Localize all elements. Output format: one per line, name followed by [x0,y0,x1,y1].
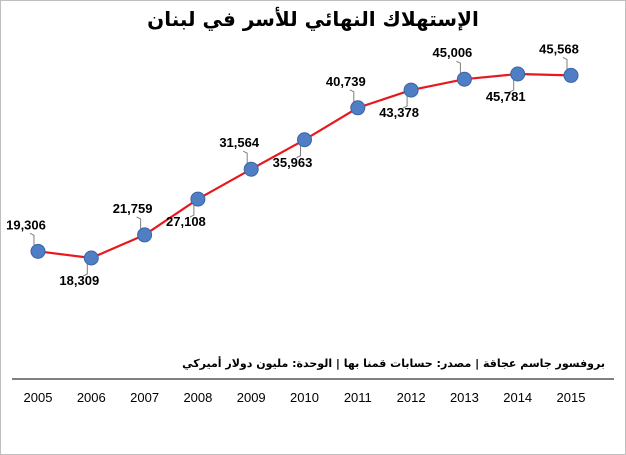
x-tick-label: 2010 [290,390,319,405]
x-tick-label: 2012 [397,390,426,405]
leader-line [456,60,461,74]
chart-title: الإستهلاك النهائي للأسر في لبنان [147,7,479,31]
x-tick-label: 2009 [237,390,266,405]
data-point [563,67,579,83]
data-point [83,250,99,266]
data-point [243,161,259,177]
leader-line [83,264,88,277]
data-label: 21,759 [113,201,153,216]
data-label: 45,568 [539,41,579,56]
data-point [297,132,312,148]
leader-line [242,150,248,164]
x-tick-label: 2007 [130,390,159,405]
data-label: 19,306 [6,217,46,232]
data-label: 45,781 [486,89,526,104]
data-point [350,100,366,116]
chart-caption: بروفسور جاسم عجاقة | مصدر: حسابات قمنا ب… [182,357,605,370]
data-label: 31,564 [219,135,260,150]
data-label: 18,309 [59,273,99,288]
data-point [510,66,526,82]
x-tick-label: 2005 [24,390,53,405]
data-point [456,71,472,87]
x-tick-label: 2011 [344,390,372,405]
data-point [30,243,46,259]
data-label: 27,108 [166,214,206,229]
data-point [403,82,419,98]
leader-line [562,56,568,70]
leader-line [189,205,195,218]
leader-line [509,80,515,93]
data-label: 45,006 [433,45,473,60]
leader-line [296,145,301,159]
x-tick-label: 2015 [557,390,586,405]
x-tick-label: 2013 [450,390,479,405]
leader-line [349,89,355,102]
data-label: 35,963 [273,155,313,170]
data-label: 40,739 [326,74,366,89]
data-point [137,227,153,243]
data-label: 43,378 [379,105,419,120]
leader-line [136,216,142,229]
leader-line [402,96,408,109]
leader-line [29,232,35,246]
data-point [190,191,206,207]
x-tick-label: 2014 [503,390,532,405]
x-tick-label: 2008 [183,390,212,405]
x-tick-label: 2006 [77,390,106,405]
